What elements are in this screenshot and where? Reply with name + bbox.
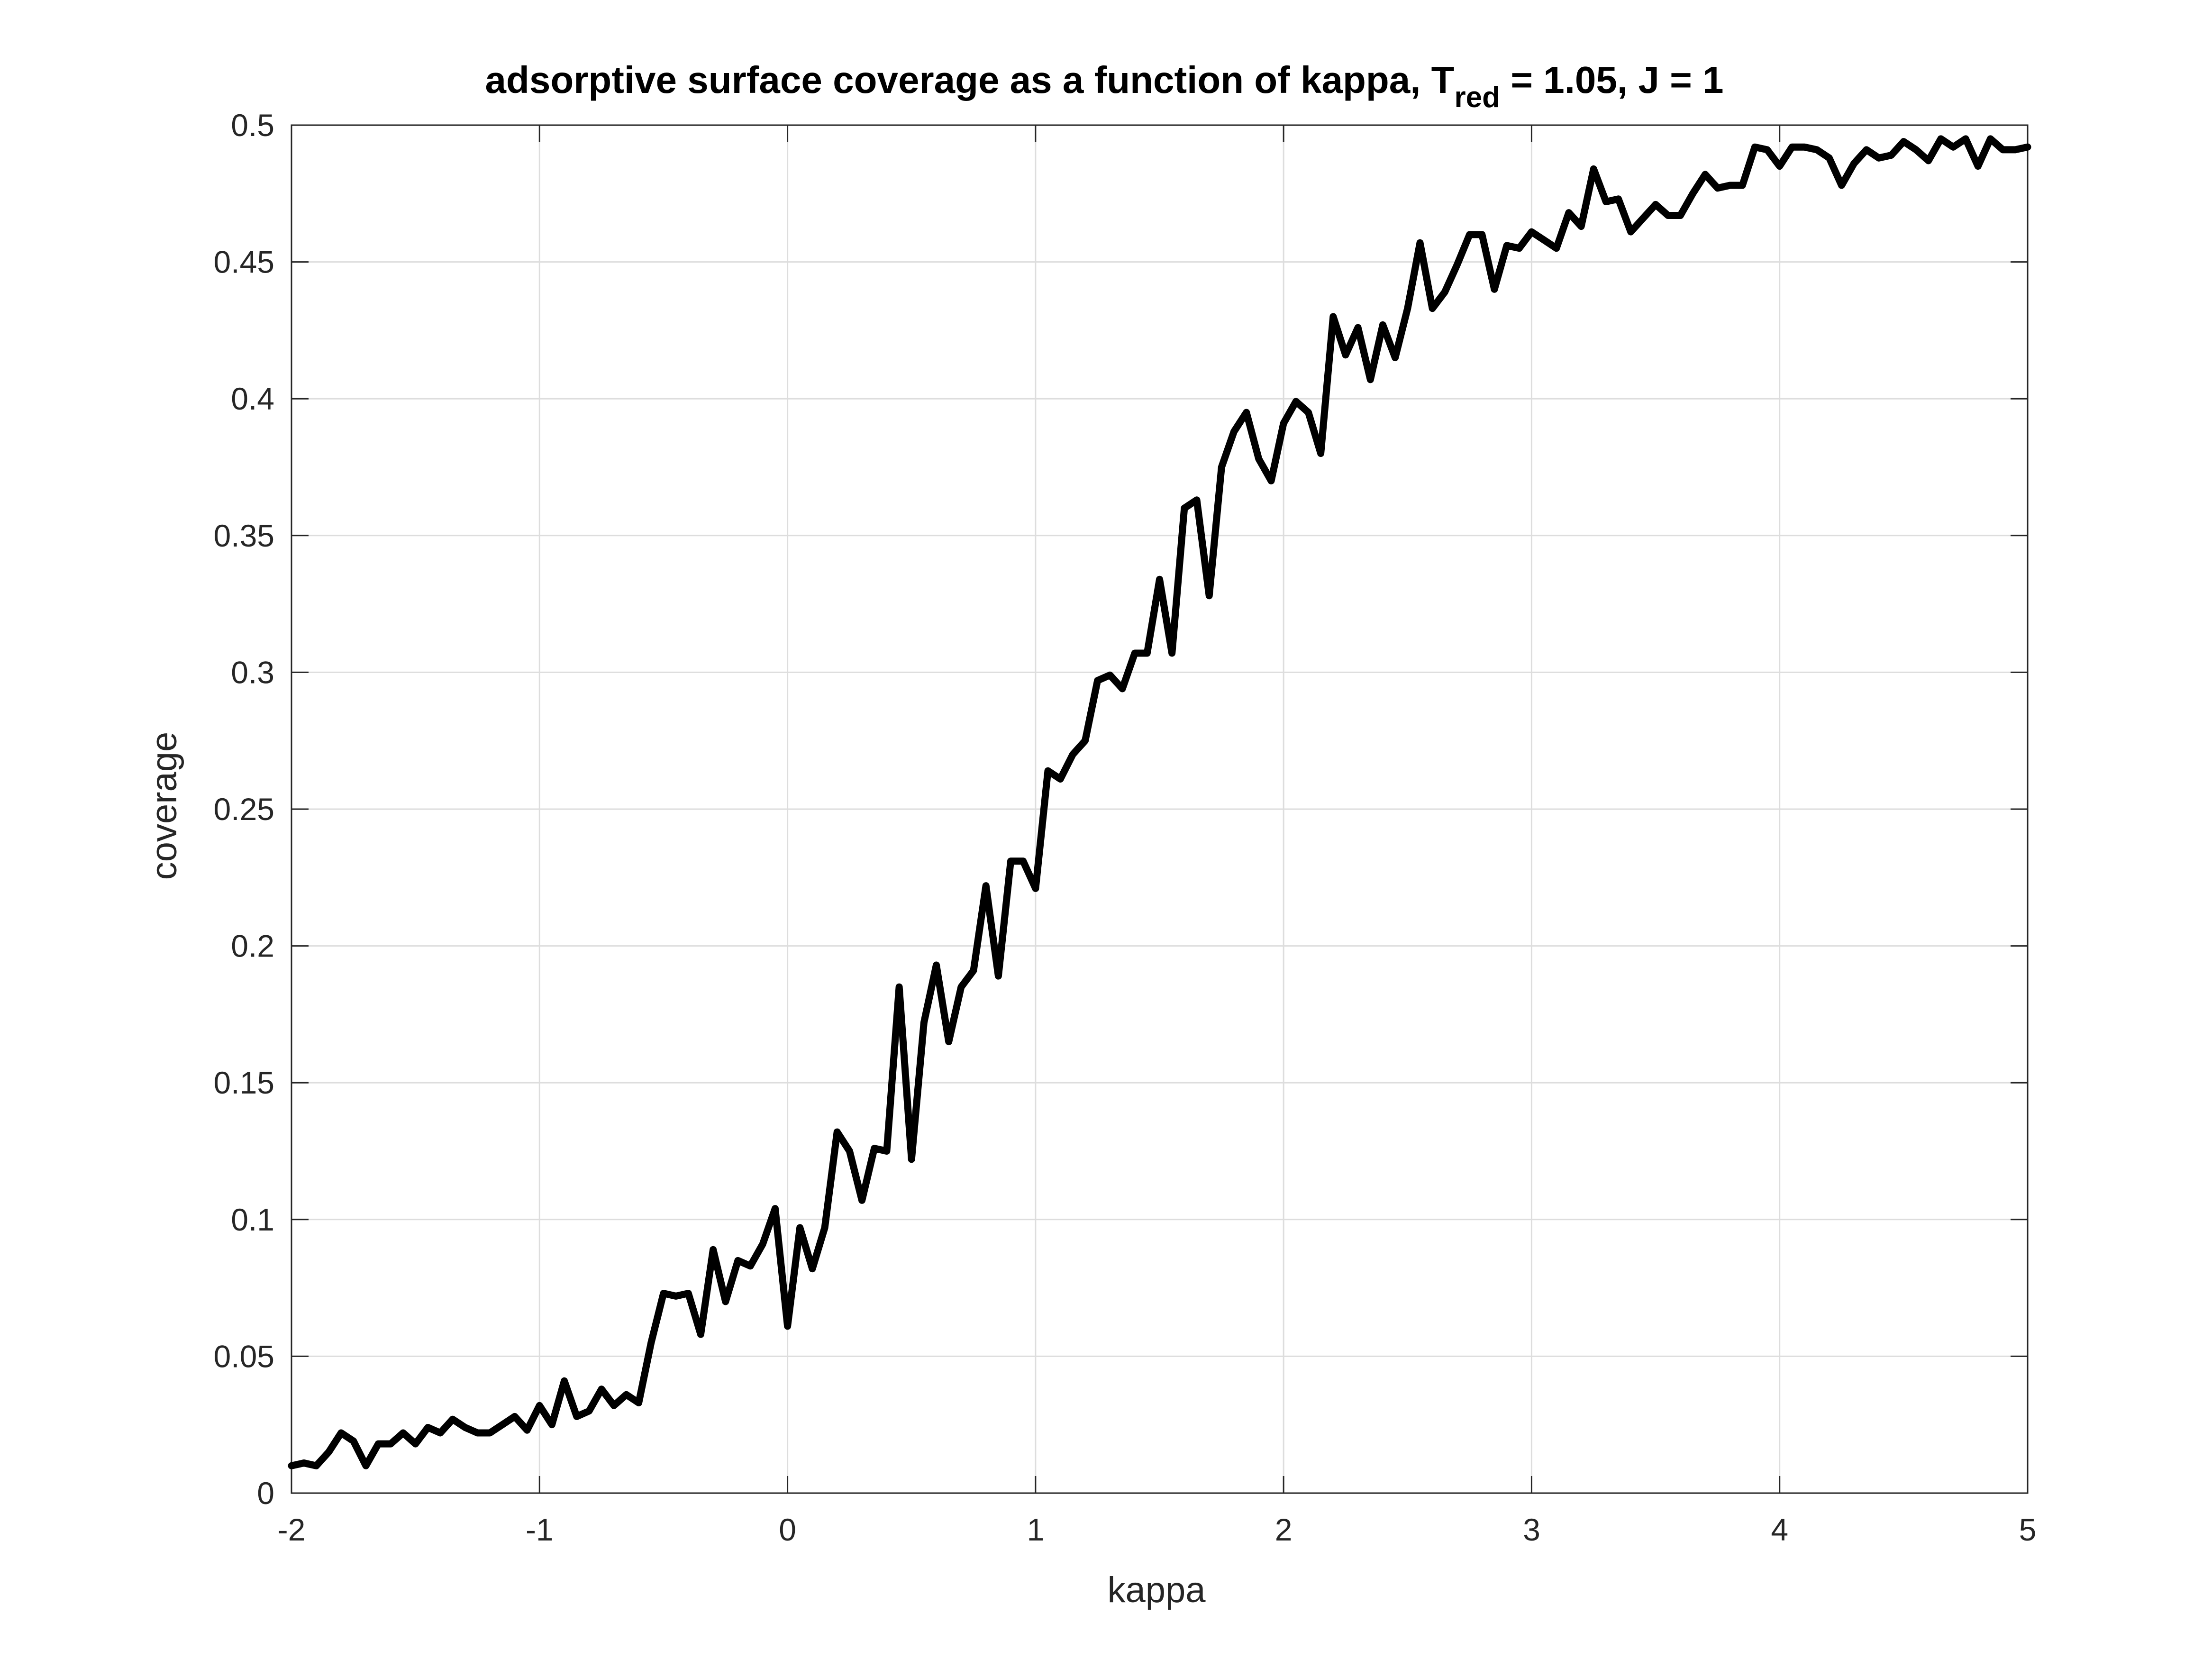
x-tick-label: 2 xyxy=(1275,1512,1293,1547)
x-tick-label: -1 xyxy=(526,1512,554,1547)
x-axis-label: kappa xyxy=(1107,1570,1206,1610)
title-tail: = 1.05, J = 1 xyxy=(1500,59,1723,101)
y-tick-label: 0.5 xyxy=(231,108,274,143)
y-tick-label: 0 xyxy=(257,1476,274,1511)
y-tick-label: 0.45 xyxy=(214,245,274,280)
x-tick-label: 0 xyxy=(779,1512,796,1547)
title-subscript: red xyxy=(1455,81,1500,114)
y-tick-labels: 0 0.05 0.1 0.15 0.2 0.25 0.3 0.35 0.4 0.45 0.5 xyxy=(214,108,274,1511)
series-line-coverage xyxy=(288,135,2031,1469)
y-axis-label: coverage xyxy=(144,732,184,880)
x-tick-label: 5 xyxy=(2019,1512,2037,1547)
x-tick-label: -2 xyxy=(278,1512,306,1547)
x-tick-label: 4 xyxy=(1771,1512,1788,1547)
y-tick-label: 0.35 xyxy=(214,518,274,553)
axis-ticks xyxy=(291,124,2029,1494)
x-tick-labels: -2 -1 0 1 2 3 4 5 xyxy=(278,1512,2037,1547)
chart-title: adsorptive surface coverage as a functio… xyxy=(485,59,1723,114)
y-tick-label: 0.2 xyxy=(231,929,274,964)
x-tick-label: 3 xyxy=(1523,1512,1540,1547)
y-tick-label: 0.1 xyxy=(231,1202,274,1237)
y-tick-label: 0.05 xyxy=(214,1339,274,1374)
y-tick-label: 0.3 xyxy=(231,655,274,690)
grid-lines xyxy=(291,124,2029,1494)
y-tick-label: 0.25 xyxy=(214,792,274,827)
x-tick-label: 1 xyxy=(1027,1512,1044,1547)
title-main: adsorptive surface coverage as a functio… xyxy=(485,59,1454,101)
y-tick-label: 0.15 xyxy=(214,1065,274,1100)
y-tick-label: 0.4 xyxy=(231,381,274,416)
